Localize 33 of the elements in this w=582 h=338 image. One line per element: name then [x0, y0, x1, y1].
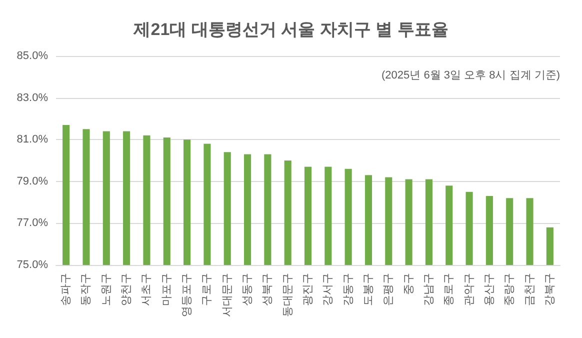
- x-tick-label: 금천구: [524, 273, 536, 306]
- x-tick-label: 중랑구: [504, 273, 516, 306]
- x-tick-label: 동대문구: [282, 273, 294, 317]
- x-tick-label: 서대문구: [221, 273, 234, 317]
- y-tick-label: 77.0%: [16, 217, 48, 230]
- y-tick-label: 79.0%: [16, 175, 48, 188]
- x-tick-label: 도봉구: [362, 273, 374, 306]
- x-tick-label: 강남구: [422, 273, 435, 306]
- x-tick-label: 종로구: [443, 273, 456, 306]
- x-tick-label: 동작구: [80, 273, 92, 306]
- x-tick-label: 강북구: [544, 273, 556, 306]
- x-tick-label: 양천구: [120, 273, 133, 306]
- x-tick-label: 성북구: [262, 273, 274, 306]
- x-tick-label: 광진구: [302, 273, 314, 306]
- x-tick-label: 용산구: [483, 273, 496, 306]
- x-tick-label: 중구: [402, 273, 415, 295]
- x-tick-label: 서초구: [140, 273, 153, 306]
- x-tick-label: 관악구: [463, 273, 476, 306]
- x-tick-label: 노원구: [100, 273, 112, 306]
- x-tick-label: 영등포구: [181, 273, 194, 317]
- x-tick-label: 은평구: [382, 273, 395, 306]
- x-tick-label: 강동구: [342, 273, 354, 306]
- x-tick-label: 구로구: [201, 273, 214, 306]
- x-tick-label: 마포구: [160, 273, 173, 306]
- x-tick-label: 송파구: [60, 273, 72, 306]
- y-tick-label: 75.0%: [16, 259, 48, 271]
- x-tick-label: 강서구: [322, 273, 334, 306]
- y-tick-label: 81.0%: [16, 134, 48, 146]
- y-tick-label: 85.0%: [16, 50, 48, 62]
- x-tick-label: 성동구: [242, 273, 254, 306]
- y-tick-label: 83.0%: [16, 92, 48, 104]
- annotation: (2025년 6월 3일 오후 8시 집계 기준): [382, 70, 560, 82]
- chart-title: 제21대 대통령선거 서울 자치구 별 투표율: [132, 20, 448, 39]
